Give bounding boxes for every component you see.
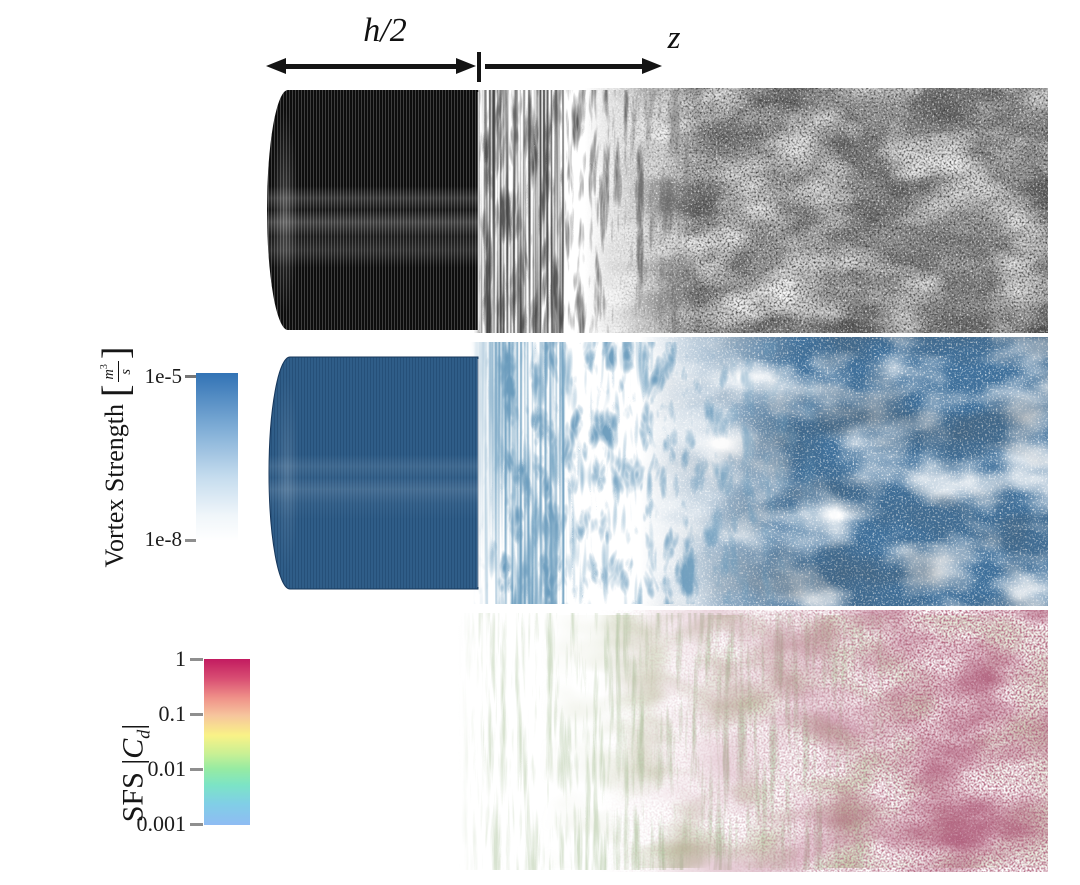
panel-middle-vortex-strength [268,337,1048,606]
panel-top-grayscale [267,88,1048,333]
half-span-label: h/2 [363,12,407,49]
sfs-colorbar-gradient [204,659,250,825]
vortex-tick-top-label: 1e-5 [144,364,182,388]
vortex-colorbar-title: Vortex Strength[m3 s] [94,346,137,568]
sfs-colorbar [204,659,250,825]
sfs-tick-label-001: 0.01 [147,756,187,781]
sfs-tick-dash [190,768,203,771]
vortex-colorbar [196,373,238,541]
vortex-tick-bottom-dash [185,539,196,542]
sfs-colorbar-title: SFS |Cd| [116,723,154,823]
vortex-tick-top-dash [185,375,196,378]
panel-bottom-sfs [462,610,1048,872]
vortex-colorbar-gradient [196,373,238,541]
sfs-tick-dash [190,713,203,716]
vortex-tick-bottom-label: 1e-8 [144,527,182,551]
arrow-separator-tick [477,52,481,82]
sfs-tick-dash [190,823,203,826]
sfs-tick-dash [190,658,203,661]
sfs-tick-label-1: 1 [175,646,186,671]
arrowhead-left-icon [266,57,286,74]
arrowhead-right-icon [456,57,476,74]
sfs-tick-label-0001: 0.001 [136,811,187,836]
axis-label: z [667,20,681,56]
sfs-tick-label-01: 0.1 [158,701,187,726]
arrowhead-right-icon [642,57,662,74]
